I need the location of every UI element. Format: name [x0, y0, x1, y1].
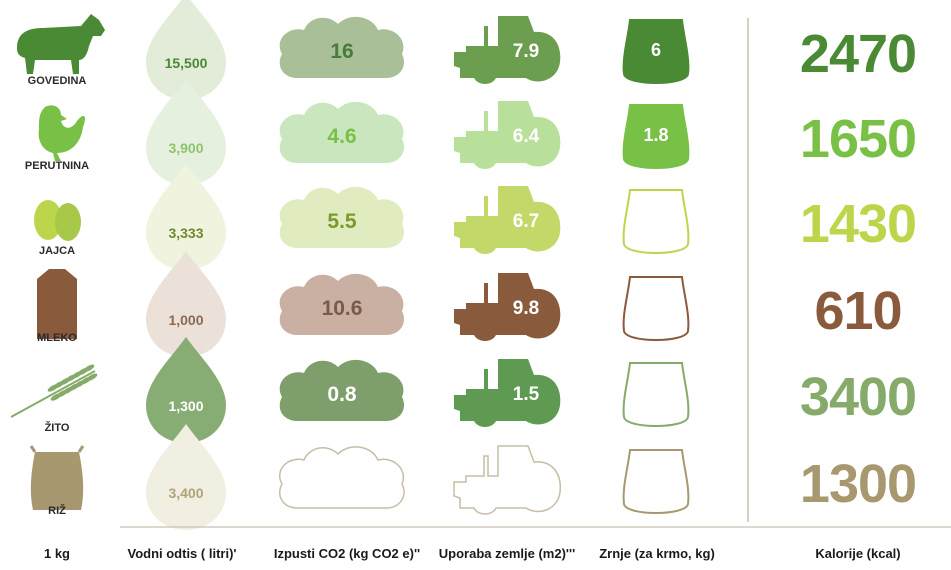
water-value: 3,400: [168, 485, 203, 501]
grain-bag: [622, 189, 690, 254]
grain-value: 1.8: [643, 125, 668, 145]
land-tractor: [454, 273, 561, 341]
header-kcal: Kalorije (kcal): [815, 546, 900, 561]
co2-value: 10.6: [322, 297, 363, 320]
kcal-value: 1650: [800, 109, 916, 169]
land-tractor: [454, 359, 561, 427]
food-label: PERUTNINA: [25, 160, 89, 172]
header-unit: 1 kg: [44, 546, 70, 561]
food-label: MLEKO: [37, 332, 77, 344]
food-row: MLEKO 1,000 10.6 9.8 610: [37, 251, 903, 357]
co2-cloud: [278, 446, 405, 509]
food-label: RIŽ: [48, 504, 66, 517]
grain-value: 6: [651, 40, 661, 60]
header-land: Uporaba zemlje (m2)''': [439, 546, 575, 561]
co2-value: 0.8: [327, 383, 357, 406]
food-row: GOVEDINA 15,500 16 7.9 6 2470: [17, 0, 917, 100]
land-value: 6.4: [513, 126, 540, 147]
kcal-value: 3400: [800, 367, 916, 427]
water-value: 3,333: [168, 225, 203, 241]
food-rows: GOVEDINA 15,500 16 7.9 6 2470 PERUTNINA 3,900 4.…: [10, 0, 917, 530]
food-row: ŽITO 1,300 0.8 1.5 3400: [10, 337, 917, 443]
kcal-value: 1430: [800, 194, 916, 254]
wheat-icon: [10, 364, 98, 418]
water-value: 1,300: [168, 398, 203, 414]
grain-bag: [622, 449, 690, 514]
food-label: JAJCA: [39, 245, 75, 257]
header-grain: Zrnje (za krmo, kg): [599, 546, 715, 561]
land-tractor: [454, 101, 561, 169]
land-value: 1.5: [513, 384, 540, 405]
food-row: PERUTNINA 3,900 4.6 6.4 1.8 1650: [25, 79, 917, 185]
land-value: 7.9: [513, 41, 539, 62]
kcal-value: 610: [814, 281, 901, 341]
water-value: 3,900: [168, 140, 203, 156]
water-value: 15,500: [165, 55, 208, 71]
rice-sack-icon: [29, 445, 85, 510]
co2-value: 16: [330, 40, 353, 63]
co2-value: 5.5: [327, 210, 357, 233]
milk-carton-icon: [37, 269, 77, 339]
water-value: 1,000: [168, 312, 203, 328]
grain-bag: [622, 362, 690, 427]
food-row: RIŽ 3,400 1300: [29, 424, 917, 530]
food-label: ŽITO: [45, 421, 70, 434]
land-tractor: [453, 445, 562, 515]
land-value: 6.7: [513, 211, 539, 232]
header-water: Vodni odtis ( litri)': [127, 546, 236, 561]
food-row: JAJCA 3,333 5.5 6.7 1430: [34, 164, 917, 270]
water-drop: [146, 424, 226, 530]
co2-value: 4.6: [327, 125, 356, 148]
grain-bag: [622, 276, 690, 341]
chicken-icon: [38, 105, 85, 161]
cow-icon: [17, 14, 105, 74]
kcal-value: 1300: [800, 454, 916, 514]
land-value: 9.8: [513, 298, 539, 319]
food-label: GOVEDINA: [28, 75, 87, 87]
land-tractor: [454, 186, 561, 254]
header-co2: Izpusti CO2 (kg CO2 e)'': [274, 546, 420, 561]
egg-icon: [34, 200, 81, 241]
kcal-value: 2470: [800, 24, 916, 84]
land-tractor: [454, 16, 561, 84]
